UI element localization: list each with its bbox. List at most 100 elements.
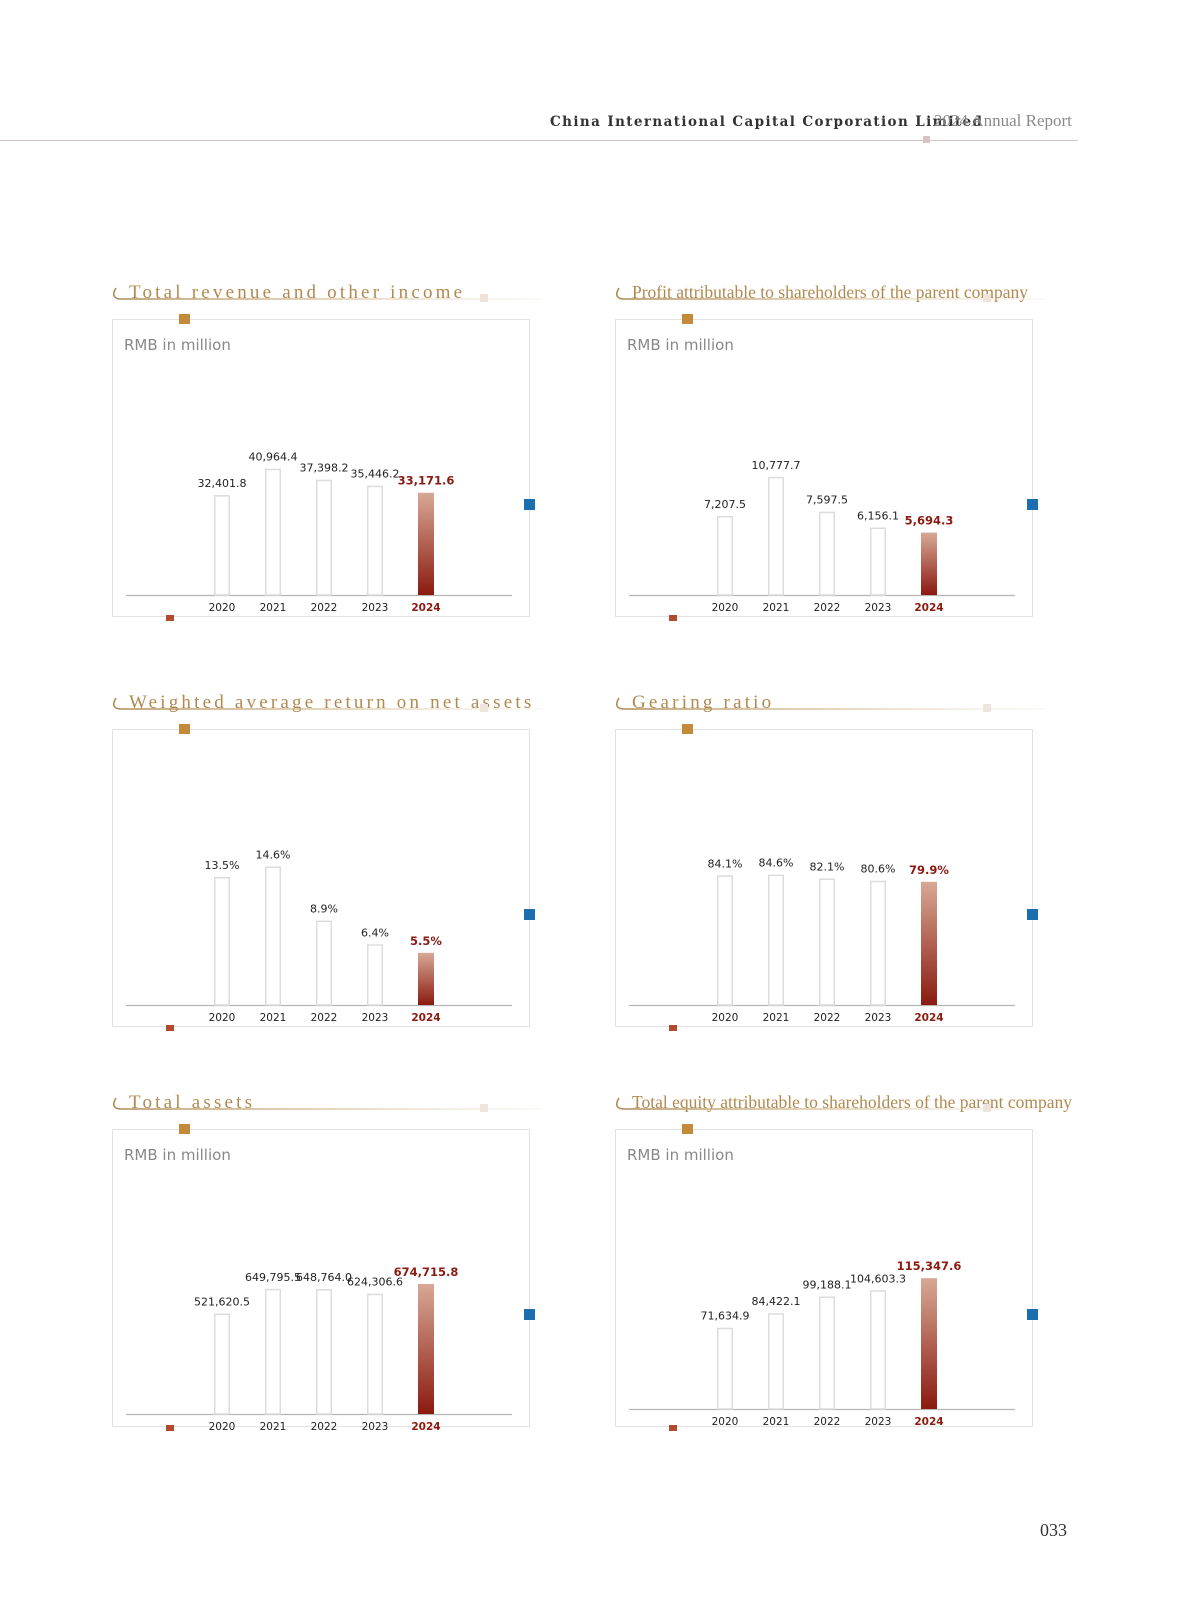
- tick-label-2020: 2020: [209, 1012, 236, 1024]
- data-label-2021: 40,964.4: [249, 451, 298, 464]
- bar-2020: [214, 876, 230, 1006]
- gold-marker: [179, 314, 190, 324]
- tick-label-2024: 2024: [411, 602, 440, 614]
- red-marker: [166, 615, 174, 621]
- bar-2024: [921, 532, 937, 595]
- tick-label-2023: 2023: [865, 1416, 892, 1428]
- bar-2023: [870, 1290, 886, 1410]
- data-label-2020: 521,620.5: [194, 1296, 250, 1309]
- title-underline: [615, 1097, 1045, 1110]
- bar-2021: [768, 1313, 784, 1410]
- tick-label-2022: 2022: [814, 1012, 841, 1024]
- chart-panel-roe: Weighted average return on net assets 13…: [112, 692, 552, 1057]
- data-label-2022: 82.1%: [810, 860, 845, 873]
- tick-label-2022: 2022: [814, 602, 841, 614]
- data-label-2021: 14.6%: [256, 848, 291, 861]
- data-label-2023: 6.4%: [361, 926, 389, 939]
- total-assets-chart: RMB in million 521,620.5 2020 649,795.5 2021…: [112, 1097, 542, 1433]
- gold-marker: [682, 724, 693, 734]
- blue-marker: [1027, 1309, 1038, 1320]
- chart-panel-total-equity: Total equity attributable to shareholder…: [615, 1092, 1072, 1457]
- tick-label-2021: 2021: [763, 1416, 790, 1428]
- gold-marker: [179, 724, 190, 734]
- blue-marker: [524, 499, 535, 510]
- tick-label-2023: 2023: [865, 602, 892, 614]
- total-equity-chart: RMB in million 71,634.9 2020 84,422.1 2021 99…: [615, 1097, 1045, 1431]
- bar-2024: [418, 952, 434, 1005]
- bar-2022: [316, 479, 332, 596]
- bar-2020: [717, 515, 733, 596]
- panel-frame: [112, 319, 530, 617]
- data-label-2023: 35,446.2: [351, 468, 400, 481]
- data-label-2023: 624,306.6: [347, 1276, 403, 1289]
- bar-2020: [717, 1327, 733, 1410]
- bar-2020: [717, 875, 733, 1006]
- bar-2023: [367, 1293, 383, 1415]
- tick-label-2023: 2023: [362, 1421, 389, 1433]
- tick-label-2023: 2023: [362, 1012, 389, 1024]
- red-marker: [669, 1025, 677, 1031]
- tick-label-2022: 2022: [311, 1421, 338, 1433]
- bar-2022: [819, 1296, 835, 1410]
- tick-label-2020: 2020: [712, 1416, 739, 1428]
- title-marker: [480, 1104, 488, 1112]
- data-label-2020: 7,207.5: [704, 498, 746, 511]
- data-label-2023: 6,156.1: [857, 510, 899, 523]
- bar-2020: [214, 1313, 230, 1415]
- panel-frame: [112, 729, 530, 1027]
- blue-marker: [524, 909, 535, 920]
- header-company: China International Capital Corporation …: [550, 114, 984, 130]
- title-marker: [983, 1104, 991, 1112]
- tick-label-2023: 2023: [865, 1012, 892, 1024]
- data-label-2022: 8.9%: [310, 903, 338, 916]
- total-revenue-chart: RMB in million 32,401.8 2020 40,964.4 2021 37…: [112, 287, 542, 621]
- data-label-2024: 5,694.3: [905, 514, 954, 528]
- blue-marker: [1027, 909, 1038, 920]
- title-underline: [615, 287, 1045, 300]
- chart-title: Total revenue and other income: [129, 282, 466, 303]
- title-marker: [480, 704, 488, 712]
- blue-marker: [524, 1309, 535, 1320]
- panel-frame: [615, 319, 1033, 617]
- data-label-2023: 104,603.3: [850, 1272, 906, 1285]
- bar-2021: [768, 476, 784, 596]
- data-label-2021: 84,422.1: [752, 1295, 801, 1308]
- red-marker: [669, 615, 677, 621]
- title-underline: [112, 1097, 542, 1110]
- chart-title: Total assets: [129, 1092, 256, 1113]
- bar-2023: [870, 880, 886, 1006]
- chart-panel-total-revenue: Total revenue and other income RMB in mi…: [112, 282, 552, 647]
- bar-2022: [819, 878, 835, 1006]
- gold-marker: [682, 1124, 693, 1134]
- bar-2023: [367, 944, 383, 1006]
- tick-label-2022: 2022: [311, 602, 338, 614]
- chart-panel-gearing: Gearing ratio 84.1% 2020 84.6% 2021 82.1% 202…: [615, 692, 1055, 1057]
- unit-label: RMB in million: [627, 1146, 734, 1164]
- chart-title: Gearing ratio: [632, 692, 775, 713]
- data-label-2024: 115,347.6: [897, 1259, 962, 1273]
- header-marker: [923, 136, 930, 143]
- tick-label-2024: 2024: [914, 1416, 943, 1428]
- tick-label-2024: 2024: [914, 1012, 943, 1024]
- data-label-2024: 5.5%: [410, 934, 442, 948]
- chart-title: Profit attributable to shareholders of t…: [632, 282, 1029, 302]
- data-label-2020: 13.5%: [205, 859, 240, 872]
- title-underline: [112, 287, 542, 300]
- blue-marker: [1027, 499, 1038, 510]
- tick-label-2022: 2022: [311, 1012, 338, 1024]
- bar-2024: [921, 1278, 937, 1409]
- chart-title: Weighted average return on net assets: [129, 692, 535, 713]
- title-underline: [112, 697, 542, 710]
- tick-label-2024: 2024: [411, 1012, 440, 1024]
- title-marker: [983, 704, 991, 712]
- tick-label-2020: 2020: [712, 1012, 739, 1024]
- data-label-2020: 32,401.8: [198, 477, 247, 490]
- unit-label: RMB in million: [627, 336, 734, 354]
- header-report-title: 2024 Annual Report: [934, 111, 1072, 130]
- tick-label-2021: 2021: [763, 602, 790, 614]
- chart-panel-total-assets: Total assets RMB in million 521,620.5 2020…: [112, 1092, 552, 1457]
- tick-label-2021: 2021: [260, 1012, 287, 1024]
- bar-2021: [768, 874, 784, 1006]
- bar-2023: [367, 485, 383, 596]
- bar-2022: [819, 511, 835, 596]
